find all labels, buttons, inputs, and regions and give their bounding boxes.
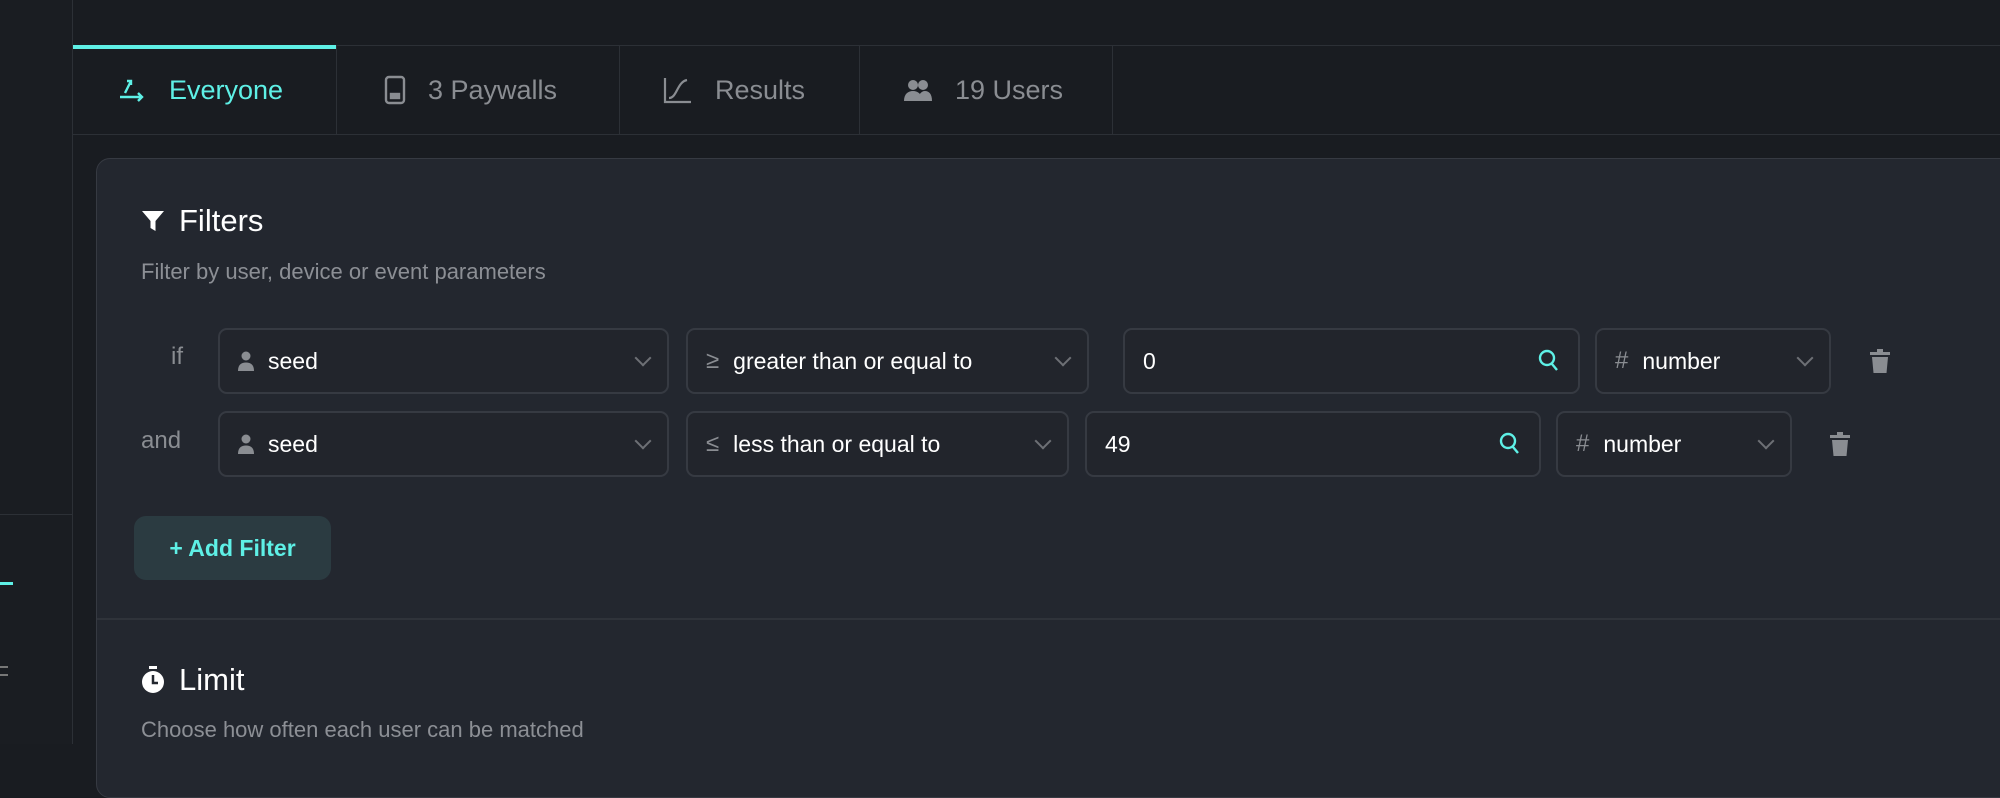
value-input[interactable]: 49 xyxy=(1085,411,1541,477)
filters-subtitle: Filter by user, device or event paramete… xyxy=(141,259,546,284)
tab-label: Everyone xyxy=(169,74,284,105)
tab-label: 3 Paywalls xyxy=(428,74,558,105)
chevron-down-icon xyxy=(1796,349,1814,367)
chevron-down-icon xyxy=(634,349,652,367)
limit-subtitle: Choose how often each user can be matche… xyxy=(141,717,584,742)
filters-heading: Filters xyxy=(141,203,263,239)
search-icon xyxy=(1499,432,1519,454)
section-divider xyxy=(97,618,2000,620)
chevron-down-icon xyxy=(1757,432,1775,450)
property-select[interactable]: seed xyxy=(218,328,669,394)
property-select[interactable]: seed xyxy=(218,411,669,477)
funnel-icon xyxy=(142,211,164,231)
chevron-down-icon xyxy=(1054,349,1072,367)
operator-value: greater than or equal to xyxy=(733,347,973,374)
trash-icon[interactable] xyxy=(1830,432,1850,456)
user-icon xyxy=(238,351,254,371)
operator-icon: ≤ xyxy=(706,430,720,457)
sidebar-menu-icon[interactable] xyxy=(0,666,8,676)
sidebar xyxy=(0,0,73,744)
operator-value: less than or equal to xyxy=(733,430,941,457)
user-icon xyxy=(238,434,254,454)
audience-card: Filters Filter by user, device or event … xyxy=(96,158,2000,798)
tab-label: Results xyxy=(715,74,806,105)
property-value: seed xyxy=(268,347,318,374)
tab-label: 19 Users xyxy=(955,74,1064,105)
hash-icon: # xyxy=(1615,347,1629,374)
split-arrows-icon xyxy=(120,79,144,102)
value-input[interactable]: 0 xyxy=(1123,328,1580,394)
tab-bar: Everyone 3 Paywalls Results 19 Users xyxy=(73,45,2000,135)
property-value: seed xyxy=(268,430,318,457)
filters-title: Filters xyxy=(179,203,264,238)
add-filter-button[interactable]: + Add Filter xyxy=(134,516,331,580)
tab-results[interactable]: Results xyxy=(620,46,860,134)
type-select[interactable]: # number xyxy=(1556,411,1792,477)
operator-select[interactable]: ≤ less than or equal to xyxy=(686,411,1069,477)
operator-icon: ≥ xyxy=(706,347,720,374)
type-value: number xyxy=(1603,430,1682,457)
value-text: 0 xyxy=(1143,347,1156,374)
type-select[interactable]: # number xyxy=(1595,328,1831,394)
value-text: 49 xyxy=(1105,430,1131,457)
tab-users[interactable]: 19 Users xyxy=(860,46,1113,134)
tab-paywalls[interactable]: 3 Paywalls xyxy=(337,46,620,134)
operator-select[interactable]: ≥ greater than or equal to xyxy=(686,328,1089,394)
search-icon xyxy=(1538,349,1558,371)
chevron-down-icon xyxy=(1034,432,1052,450)
limit-heading: Limit xyxy=(141,662,244,698)
limit-title: Limit xyxy=(179,662,245,697)
row-connector: and xyxy=(141,427,182,454)
type-value: number xyxy=(1642,347,1721,374)
users-icon xyxy=(904,80,932,101)
row-connector: if xyxy=(171,343,183,370)
chevron-down-icon xyxy=(634,432,652,450)
tab-everyone[interactable]: Everyone xyxy=(73,45,337,134)
sidebar-active-indicator xyxy=(0,582,13,585)
trash-icon[interactable] xyxy=(1870,349,1890,373)
chart-line-icon xyxy=(663,78,691,104)
stopwatch-icon xyxy=(142,666,164,693)
phone-icon xyxy=(384,75,406,105)
hash-icon: # xyxy=(1576,430,1590,457)
sidebar-divider xyxy=(0,514,72,515)
